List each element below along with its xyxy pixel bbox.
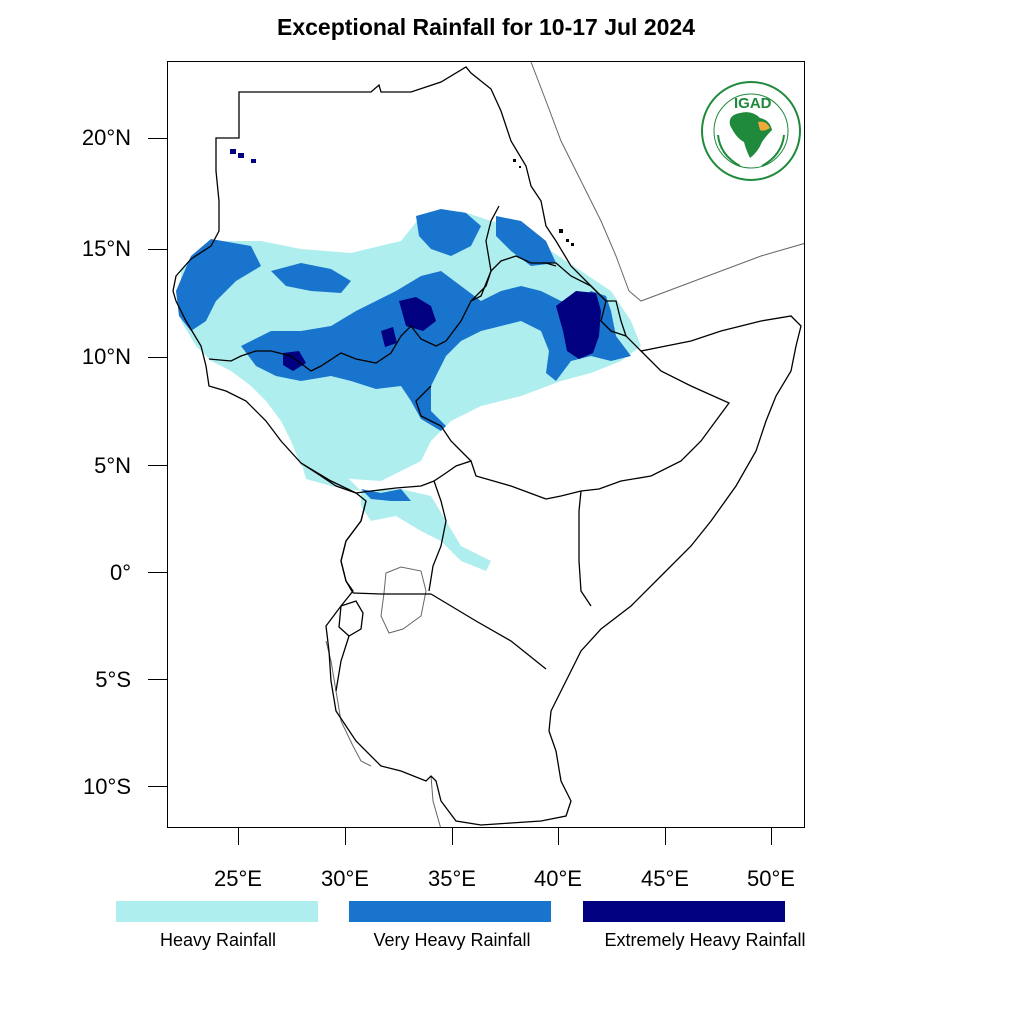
extreme-rainfall-areas (230, 149, 601, 371)
coastlines (325, 62, 804, 827)
lon-label-25e: 25°E (214, 866, 262, 891)
legend-label-very-heavy: Very Heavy Rainfall (373, 930, 531, 950)
lat-label-5n: 5°N (94, 453, 131, 478)
lake-tanganyika (325, 640, 372, 767)
very-heavy-rainfall-areas (176, 209, 631, 501)
red-sea-east-coast (530, 62, 804, 302)
x-tick (771, 828, 772, 845)
kenya-tanzania-border (430, 593, 547, 670)
western-outline (172, 66, 802, 826)
uganda-tanzania-border (352, 592, 431, 595)
y-tick (148, 249, 167, 250)
y-tick (148, 572, 167, 573)
x-tick (558, 828, 559, 845)
lon-label-30e: 30°E (321, 866, 369, 891)
tanzania-west (335, 635, 350, 692)
kenya-somalia-border (578, 490, 592, 607)
lake-victoria (380, 566, 427, 634)
igad-logo (701, 81, 801, 181)
lon-label-45e: 45°E (641, 866, 689, 891)
uganda-drc-border (340, 500, 367, 594)
x-tick (665, 828, 666, 845)
map-title: Exceptional Rainfall for 10-17 Jul 2024 (277, 14, 695, 40)
lat-label-5s: 5°S (95, 667, 131, 692)
eritrea-ethiopia-border (541, 262, 607, 302)
uganda-kenya-border (428, 480, 447, 592)
map-canvas (172, 62, 804, 827)
legend-swatch-heavy (116, 901, 318, 922)
x-tick (345, 828, 346, 845)
legend-label-extreme: Extremely Heavy Rainfall (604, 930, 806, 950)
x-tick (452, 828, 453, 845)
y-tick (148, 679, 167, 680)
legend-swatch-very-heavy (349, 901, 551, 922)
red-sea-islands (513, 159, 574, 246)
rwanda-burundi (338, 600, 364, 637)
ethiopia-somalia-border (545, 350, 731, 500)
lake-malawi (430, 775, 441, 827)
djibouti-border (600, 300, 627, 337)
lon-label-50e: 50°E (747, 866, 795, 891)
south-sudan-north-border (208, 255, 557, 372)
logo-text: IGAD (734, 95, 772, 112)
country-borders (172, 66, 802, 826)
lon-label-40e: 40°E (534, 866, 582, 891)
lon-label-35e: 35°E (428, 866, 476, 891)
lat-label-10s: 10°S (83, 774, 131, 799)
y-tick (148, 138, 167, 139)
y-tick (148, 465, 167, 466)
legend-label-heavy: Heavy Rainfall (159, 930, 277, 950)
map-frame: IGAD (167, 61, 805, 828)
x-tick (238, 828, 239, 845)
legend-swatch-extreme (583, 901, 785, 922)
south-sudan-ethiopia-border (415, 385, 472, 462)
lat-label-15n: 15°N (81, 236, 131, 261)
y-tick (148, 357, 167, 358)
sudan-ethiopia-border (470, 205, 500, 302)
y-tick (148, 786, 167, 787)
lat-label-20n: 20°N (81, 125, 131, 150)
lat-label-0: 0° (109, 560, 131, 585)
lat-label-10n: 10°N (81, 344, 131, 369)
